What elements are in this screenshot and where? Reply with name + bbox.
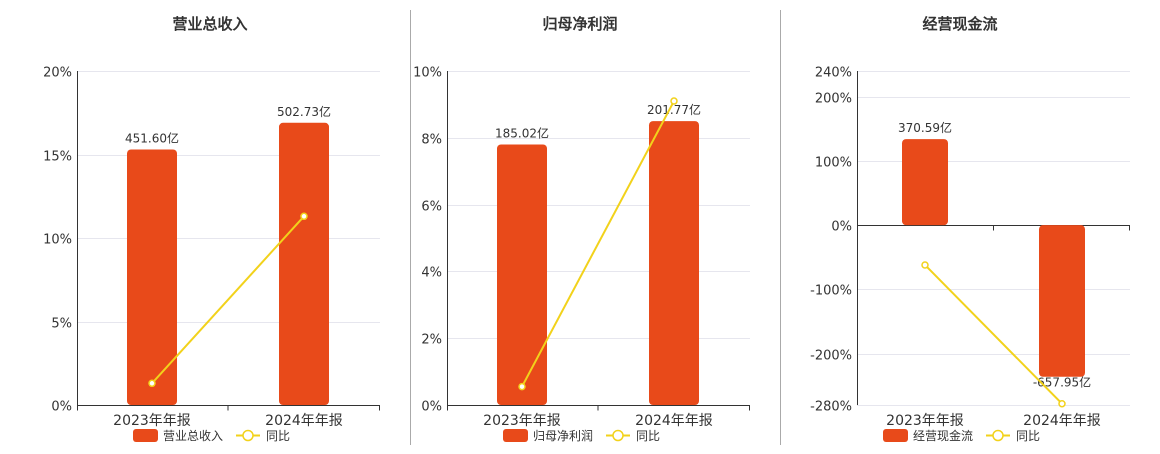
legend-label: 同比 <box>636 429 660 443</box>
x-tick-label: 2023年年报 <box>113 413 191 429</box>
yoy-line <box>521 100 675 388</box>
legend-label: 归母净利润 <box>533 429 593 443</box>
legend-swatch-point <box>242 429 254 442</box>
yoy-point <box>921 261 929 269</box>
bar <box>497 144 547 406</box>
y-tick-label: 5% <box>51 317 72 332</box>
yoy-point <box>1058 399 1066 408</box>
bar <box>279 122 329 406</box>
y-tick-label: 10% <box>43 233 72 248</box>
legend-swatch-point <box>992 429 1004 442</box>
yoy-line <box>924 264 1063 405</box>
yoy-line <box>151 215 305 384</box>
bar-value-label: 370.59亿 <box>898 120 952 135</box>
y-tick-label: 10% <box>413 66 442 81</box>
bar-value-label: 185.02亿 <box>495 125 549 140</box>
y-tick-label: -100% <box>810 284 852 299</box>
y-tick-label: 0% <box>421 400 442 415</box>
y-tick-label: 0% <box>831 220 852 235</box>
yoy-point <box>670 97 678 105</box>
bar-value-label: 502.73亿 <box>277 104 331 119</box>
y-tick-label: 0% <box>51 400 72 415</box>
bar <box>1039 225 1085 377</box>
y-tick-label: 4% <box>421 266 442 281</box>
legend-swatch-point <box>612 429 624 442</box>
bar <box>649 121 699 405</box>
bar-value-label: 451.60亿 <box>125 130 179 145</box>
bar-value-label: -657.95亿 <box>1033 375 1091 390</box>
bar <box>127 149 177 405</box>
y-tick-label: 100% <box>815 156 852 171</box>
legend-label: 同比 <box>266 429 290 443</box>
y-tick-label: 15% <box>43 150 72 165</box>
legend-label: 经营现金流 <box>913 428 973 443</box>
y-tick-label: 200% <box>815 92 852 107</box>
x-tick-label: 2024年年报 <box>1023 413 1101 429</box>
legend-label: 营业总收入 <box>163 429 223 443</box>
yoy-point <box>300 212 308 221</box>
bar-value-label: 201.77亿 <box>647 102 701 117</box>
legend-label: 同比 <box>1016 429 1040 443</box>
bar <box>902 139 948 226</box>
x-tick-label: 2024年年报 <box>265 413 343 429</box>
chart-title: 归母净利润 <box>542 15 617 33</box>
legend-swatch-bar <box>883 429 908 442</box>
y-tick-label: 8% <box>421 133 442 148</box>
y-tick-label: -280% <box>810 400 852 415</box>
chart-title: 营业总收入 <box>172 15 247 33</box>
y-tick-label: -200% <box>810 349 852 364</box>
y-tick-label: 240% <box>815 66 852 81</box>
x-tick-label: 2023年年报 <box>483 413 561 429</box>
x-tick-label: 2023年年报 <box>886 413 964 429</box>
yoy-point <box>148 379 156 388</box>
yoy-point <box>518 382 526 391</box>
y-tick-label: 2% <box>421 333 442 348</box>
y-tick-label: 20% <box>43 66 72 81</box>
y-tick-label: 6% <box>421 200 442 215</box>
legend-swatch-bar <box>503 429 528 442</box>
legend-swatch-bar <box>133 429 158 442</box>
chart-title: 经营现金流 <box>922 15 997 33</box>
x-tick-label: 2024年年报 <box>635 413 713 429</box>
